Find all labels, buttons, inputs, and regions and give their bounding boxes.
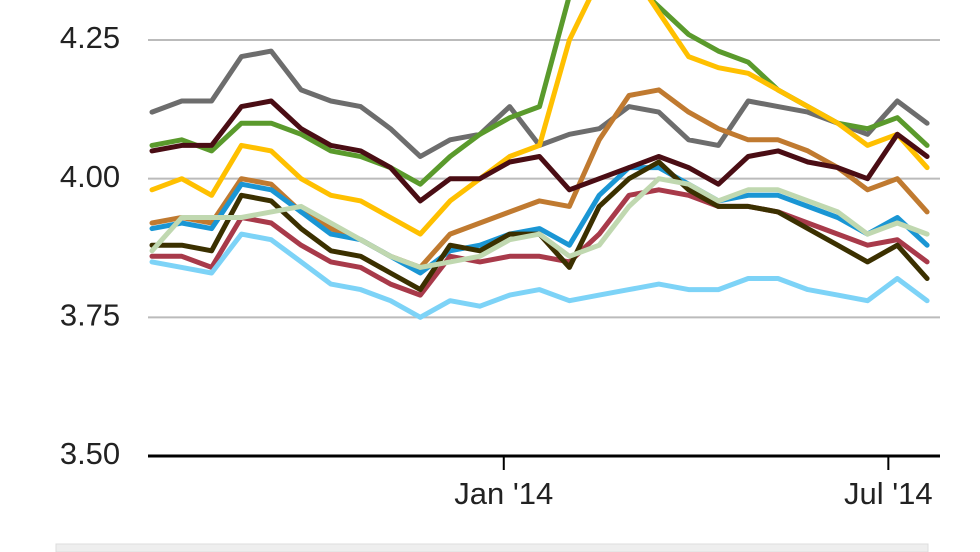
series-line: [149, 0, 930, 237]
y-tick-label: 4.00: [60, 159, 120, 194]
series-line: [149, 98, 930, 204]
series-line: [149, 176, 930, 270]
series-line: [149, 187, 930, 298]
series-line: [149, 231, 930, 320]
lines: [149, 0, 930, 320]
legend-box: [55, 543, 929, 552]
series-line: [149, 87, 930, 270]
y-tick-label: 4.25: [60, 20, 120, 55]
x-tick-label: Jan '14: [454, 476, 553, 511]
y-tick-label: 3.50: [60, 436, 120, 471]
axes: 3.50 3.75 4.00 4.25 Jan '14 Jul '14: [60, 20, 940, 511]
grid: [148, 39, 940, 319]
series-line: [149, 165, 930, 276]
y-tick-label: 3.75: [60, 298, 120, 333]
x-tick-label: Jul '14: [844, 476, 933, 511]
